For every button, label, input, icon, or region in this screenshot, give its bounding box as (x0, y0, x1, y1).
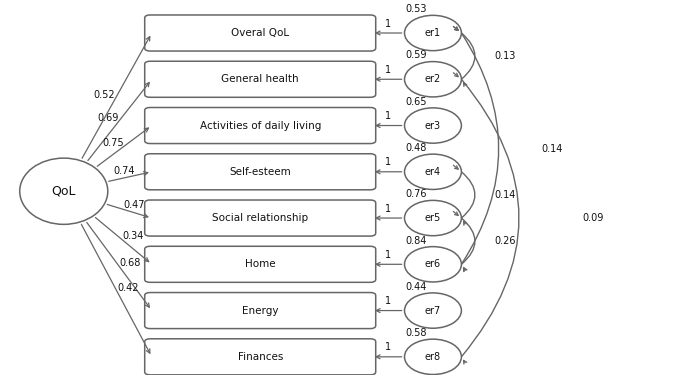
Text: 0.75: 0.75 (102, 138, 124, 148)
Text: Finances: Finances (238, 352, 283, 362)
Text: 1: 1 (385, 204, 391, 214)
Text: er4: er4 (425, 167, 441, 177)
FancyBboxPatch shape (145, 61, 376, 97)
Text: 0.65: 0.65 (406, 97, 428, 107)
Ellipse shape (404, 15, 462, 51)
Text: Activities of daily living: Activities of daily living (199, 121, 321, 130)
Text: er2: er2 (425, 74, 441, 84)
Text: 0.52: 0.52 (94, 90, 115, 100)
Text: 0.26: 0.26 (494, 236, 516, 246)
Text: Social relationship: Social relationship (212, 213, 308, 223)
Text: er8: er8 (425, 352, 441, 362)
Text: 1: 1 (385, 157, 391, 167)
Text: 1: 1 (385, 342, 391, 352)
Text: 0.58: 0.58 (406, 328, 428, 338)
Text: QoL: QoL (51, 185, 76, 198)
FancyBboxPatch shape (145, 15, 376, 51)
Ellipse shape (404, 62, 462, 97)
Text: 1: 1 (385, 19, 391, 29)
Text: 1: 1 (385, 296, 391, 306)
Text: 0.44: 0.44 (406, 282, 428, 292)
Text: 1: 1 (385, 250, 391, 260)
Text: 0.09: 0.09 (582, 213, 603, 223)
Text: 0.14: 0.14 (542, 144, 563, 153)
Text: 0.47: 0.47 (124, 200, 145, 210)
Text: 0.14: 0.14 (494, 190, 515, 200)
Text: 0.68: 0.68 (119, 258, 141, 268)
Text: Home: Home (245, 259, 275, 269)
FancyBboxPatch shape (145, 107, 376, 144)
Text: 0.53: 0.53 (406, 4, 428, 14)
Ellipse shape (404, 154, 462, 189)
Text: Overal QoL: Overal QoL (231, 28, 290, 38)
FancyBboxPatch shape (145, 246, 376, 282)
Text: 0.69: 0.69 (97, 113, 118, 123)
FancyBboxPatch shape (145, 293, 376, 328)
Text: General health: General health (221, 74, 299, 84)
FancyBboxPatch shape (145, 200, 376, 236)
Ellipse shape (404, 246, 462, 282)
FancyBboxPatch shape (145, 154, 376, 190)
Text: 0.74: 0.74 (113, 166, 135, 176)
Text: Energy: Energy (242, 305, 279, 316)
FancyBboxPatch shape (145, 339, 376, 375)
Text: 0.48: 0.48 (406, 143, 428, 153)
Ellipse shape (404, 200, 462, 236)
Text: er3: er3 (425, 121, 441, 130)
Text: Self-esteem: Self-esteem (229, 167, 291, 177)
Ellipse shape (404, 339, 462, 375)
Text: 0.34: 0.34 (122, 231, 143, 242)
Ellipse shape (20, 158, 108, 225)
Text: er7: er7 (425, 305, 441, 316)
Text: 0.84: 0.84 (406, 235, 428, 246)
Text: 1: 1 (385, 111, 391, 121)
Ellipse shape (404, 293, 462, 328)
Text: er1: er1 (425, 28, 441, 38)
Text: 0.42: 0.42 (117, 283, 139, 293)
Text: 0.13: 0.13 (494, 51, 515, 61)
Text: 1: 1 (385, 65, 391, 75)
Text: er5: er5 (425, 213, 441, 223)
Text: er6: er6 (425, 259, 441, 269)
Text: 0.76: 0.76 (406, 189, 428, 199)
Ellipse shape (404, 108, 462, 143)
Text: 0.59: 0.59 (406, 51, 428, 60)
